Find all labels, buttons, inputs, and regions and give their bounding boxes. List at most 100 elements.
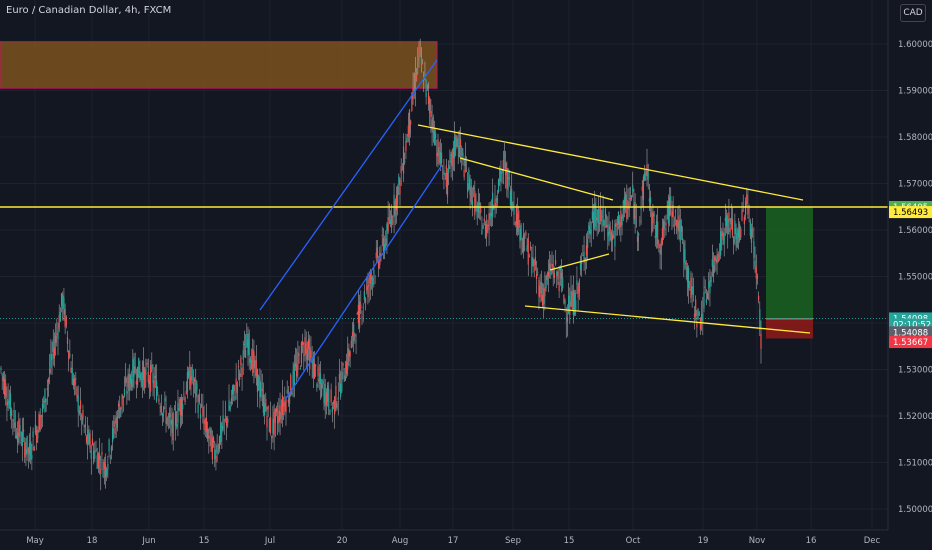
currency-button[interactable]: CAD — [900, 4, 926, 22]
candle-body — [277, 416, 279, 424]
candle-body — [621, 216, 623, 226]
candle-body — [676, 219, 678, 228]
candle-body — [636, 236, 639, 242]
candle-body — [292, 370, 294, 390]
price-tick-label: 1.53000 — [898, 366, 932, 376]
candle-body — [93, 450, 95, 460]
candle-body — [205, 416, 208, 432]
candle-body — [304, 336, 306, 356]
time-tick-label: Jul — [264, 536, 275, 546]
candle-body — [708, 281, 710, 288]
candle-body — [157, 392, 159, 394]
candle-body — [182, 403, 184, 410]
candle-body — [125, 378, 127, 383]
candle-body — [722, 232, 724, 240]
time-tick-label: Oct — [626, 536, 641, 546]
candle-body — [746, 194, 748, 205]
price-tick-label: 1.52000 — [898, 412, 932, 422]
candle-body — [134, 366, 136, 373]
candle-body — [369, 271, 371, 284]
candle-body — [615, 222, 617, 227]
candle-body — [123, 388, 126, 397]
candle-body — [661, 227, 664, 245]
candle-body — [444, 173, 446, 175]
candle-body — [501, 172, 503, 174]
candle-body — [569, 300, 571, 315]
candle-body — [588, 225, 590, 234]
candle-body — [626, 200, 628, 219]
candle-body — [243, 343, 246, 345]
candle-body — [237, 366, 240, 368]
candle-body — [433, 130, 436, 145]
candle-body — [455, 135, 457, 150]
candlesticks — [0, 38, 762, 491]
candle-body — [75, 377, 77, 380]
candle-body — [450, 153, 452, 164]
candle-body — [564, 301, 566, 304]
price-tick-label: 1.59000 — [898, 87, 932, 97]
candle-body — [655, 220, 658, 237]
candle-body — [487, 224, 489, 227]
candle-body — [601, 216, 603, 218]
candle-body — [659, 250, 661, 255]
candle-body — [325, 392, 327, 406]
candle-body — [240, 357, 242, 365]
candle-body — [368, 284, 370, 287]
candle-body — [438, 147, 440, 156]
candle-body — [515, 207, 517, 226]
candle-body — [145, 368, 147, 376]
candle-body — [242, 350, 244, 360]
candle-body — [231, 386, 234, 395]
candle-body — [381, 234, 383, 237]
candle-body — [749, 221, 751, 236]
candle-body — [474, 190, 476, 216]
candle-body — [241, 367, 243, 377]
time-axis[interactable]: May 18 Jun 15 Jul 20 Aug 17 Sep 15 Oct 19 Nov 16 Dec — [26, 536, 880, 546]
candle-body — [107, 463, 109, 470]
price-tick-label: 1.58000 — [898, 133, 932, 143]
candle-body — [116, 416, 118, 428]
candle-body — [673, 224, 675, 226]
candle-body — [14, 422, 16, 429]
symbol-title: Euro / Canadian Dollar, 4h, FXCM — [6, 5, 172, 16]
candle-body — [5, 383, 7, 398]
candle-body — [670, 196, 672, 202]
candle-body — [335, 385, 337, 409]
candle-body — [318, 379, 320, 382]
candle-body — [133, 356, 135, 377]
candle-body — [663, 221, 665, 229]
candle-body — [520, 225, 522, 241]
price-tag-label: 1.54088 — [893, 328, 928, 338]
candle-body — [278, 410, 280, 422]
candle-body — [386, 224, 388, 245]
candle-body — [387, 217, 389, 232]
candle-body — [759, 309, 761, 329]
candle-body — [463, 170, 465, 178]
candle-body — [484, 224, 487, 239]
candle-body — [499, 168, 501, 182]
candle-body — [147, 371, 149, 383]
candle-body — [589, 220, 591, 235]
candle-body — [89, 433, 91, 449]
candle-body — [302, 341, 304, 345]
candle-body — [664, 228, 666, 231]
candle-body — [196, 383, 198, 391]
candle-body — [730, 217, 732, 225]
candle-body — [40, 415, 42, 417]
candle-body — [667, 201, 669, 224]
price-axis[interactable]: 1.60000 1.59000 1.58000 1.57000 1.56000 1.550… — [898, 40, 932, 515]
candle-body — [448, 165, 450, 173]
candle-body — [493, 206, 495, 209]
candle-body — [305, 342, 307, 354]
candle-body — [432, 117, 434, 133]
candle-body — [429, 98, 431, 114]
candle-body — [261, 388, 263, 391]
candle-body — [345, 361, 348, 374]
candle-body — [337, 397, 339, 400]
candle-body — [687, 268, 690, 289]
candle-body — [298, 353, 300, 356]
drawing-zones — [0, 41, 888, 339]
candle-body — [710, 276, 712, 283]
candle-body — [406, 137, 408, 143]
